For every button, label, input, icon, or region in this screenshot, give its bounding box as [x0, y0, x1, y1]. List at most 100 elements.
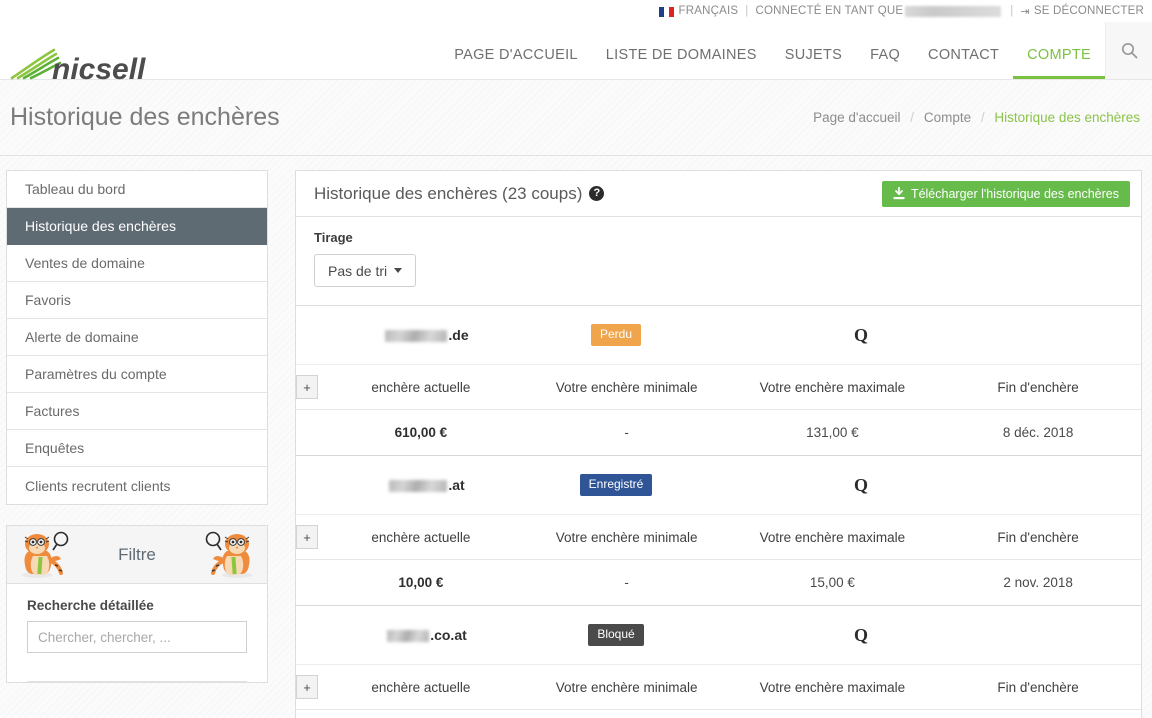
username-redacted [905, 5, 1002, 17]
breadcrumb-account[interactable]: Compte [923, 110, 972, 125]
auction-column-headers: + enchère actuelle Votre enchère minimal… [296, 665, 1141, 710]
status-badge-cell: Bloqué [536, 623, 696, 647]
domain-cell[interactable]: .co.at [318, 627, 536, 643]
separator: | [745, 5, 749, 17]
expand-row-button[interactable]: + [296, 375, 318, 399]
breadcrumb-separator: / [910, 110, 915, 125]
value-min-bid: - [624, 575, 629, 590]
sidebar-item-referrals[interactable]: Clients recrutent clients [7, 467, 267, 504]
download-button-label: Télécharger l'historique des enchères [910, 186, 1119, 201]
logout-link[interactable]: SE DÉCONNECTER [1033, 5, 1144, 17]
column-header-current-bid: enchère actuelle [371, 679, 471, 695]
sidebar-item-favorites[interactable]: Favoris [7, 282, 267, 319]
filter-body: Recherche détaillée [7, 584, 267, 682]
table-row: .at Enregistré Q + enchère actuelle Votr… [296, 456, 1141, 606]
language-label[interactable]: FRANÇAIS [678, 5, 739, 17]
sort-dropdown-value: Pas de tri [328, 262, 388, 279]
sidebar-item-invoices[interactable]: Factures [7, 393, 267, 430]
detailed-search-input[interactable] [27, 621, 247, 653]
tiger-mascot-icon-left [22, 531, 69, 578]
column-header-current-bid: enchère actuelle [371, 379, 471, 395]
panel-header: Historique des enchères (23 coups) ? Tél… [296, 171, 1141, 217]
filter-title: Filtre [118, 544, 156, 564]
auction-values-row: 10,00 € - 10,00 € 1 nov. 2018 [296, 710, 1141, 718]
auction-symbol: Q [853, 624, 868, 645]
value-end-date: 8 déc. 2018 [1002, 425, 1074, 440]
separator: | [1010, 5, 1014, 17]
domain-tld: .co.at [430, 627, 467, 643]
filter-header: Filtre [7, 526, 267, 584]
sidebar-item-bid-history[interactable]: Historique des enchères [7, 208, 267, 245]
auction-column-headers: + enchère actuelle Votre enchère minimal… [296, 515, 1141, 560]
value-end-date: 2 nov. 2018 [1003, 575, 1073, 590]
french-flag-icon [658, 7, 674, 17]
domain-name-redacted [385, 330, 448, 342]
auction-symbol: Q [853, 324, 868, 345]
auction-column-headers: + enchère actuelle Votre enchère minimal… [296, 365, 1141, 410]
breadcrumb-home[interactable]: Page d'accueil [813, 110, 901, 125]
value-min-bid: - [624, 425, 629, 440]
column-header-min-bid: Votre enchère minimale [555, 679, 698, 695]
nav-item-account[interactable]: COMPTE [1013, 47, 1105, 79]
column-header-max-bid: Votre enchère maximale [759, 529, 906, 545]
sidebar-item-domain-sales[interactable]: Ventes de domaine [7, 245, 267, 282]
filter-divider [27, 681, 247, 682]
sidebar-item-dashboard[interactable]: Tableau du bord [7, 171, 267, 208]
domain-cell[interactable]: .at [318, 477, 536, 493]
status-badge-cell: Perdu [536, 323, 696, 347]
expand-row-button[interactable]: + [296, 525, 318, 549]
value-max-bid: 131,00 € [806, 425, 859, 440]
nav-item-contact[interactable]: CONTACT [928, 46, 1000, 63]
bid-history-panel: Historique des enchères (23 coups) ? Tél… [295, 170, 1142, 718]
tiger-mascot-icon-right [205, 531, 252, 578]
detailed-search-label: Recherche détaillée [27, 598, 154, 613]
download-bid-history-button[interactable]: Télécharger l'historique des enchères [881, 180, 1130, 207]
page-title-bar: Historique des enchères Page d'accueil /… [0, 80, 1152, 156]
value-current-bid: 610,00 € [394, 425, 448, 440]
sidebar-item-domain-alert[interactable]: Alerte de domaine [7, 319, 267, 356]
account-menu: Tableau du bord Historique des enchères … [6, 170, 268, 505]
sidebar-item-account-settings[interactable]: Paramètres du compte [7, 356, 267, 393]
domain-tld: .at [448, 477, 465, 493]
body-layout: Tableau du bord Historique des enchères … [0, 156, 1152, 718]
expand-row-button[interactable]: + [296, 675, 318, 699]
question-mark-icon[interactable]: ? [589, 186, 605, 201]
site-header: nicsell PAGE D'ACCUEIL LISTE DE DOMAINES… [0, 22, 1152, 86]
panel-title-group: Historique des enchères (23 coups) ? [314, 183, 605, 204]
nav-item-home[interactable]: PAGE D'ACCUEIL [454, 46, 578, 63]
download-icon [893, 187, 905, 200]
sort-area: Tirage Pas de tri [296, 217, 1141, 306]
column-header-max-bid: Votre enchère maximale [759, 379, 906, 395]
sidebar-item-surveys[interactable]: Enquêtes [7, 430, 267, 467]
nav-item-domain-list[interactable]: LISTE DE DOMAINES [605, 46, 757, 63]
column-header-min-bid: Votre enchère minimale [555, 529, 698, 545]
search-icon[interactable] [1105, 22, 1152, 79]
nav-item-faq[interactable]: FAQ [870, 46, 901, 63]
svg-text:nicsell: nicsell [52, 53, 146, 86]
auction-summary-row: .at Enregistré Q [296, 456, 1141, 515]
main-content: Historique des enchères (23 coups) ? Tél… [295, 170, 1142, 718]
main-navigation: PAGE D'ACCUEIL LISTE DE DOMAINES SUJETS … [440, 22, 1105, 79]
sort-dropdown[interactable]: Pas de tri [314, 254, 417, 287]
domain-cell[interactable]: .de [318, 327, 536, 343]
column-header-current-bid: enchère actuelle [371, 529, 471, 545]
nicsell-logo[interactable]: nicsell [8, 44, 168, 90]
table-row: .co.at Bloqué Q + enchère actuelle Votre… [296, 606, 1141, 718]
value-current-bid: 10,00 € [398, 575, 444, 590]
logged-in-as-label: CONNECTÉ EN TANT QUE [755, 5, 904, 17]
page-title: Historique des enchères [10, 103, 280, 131]
auction-values-row: 10,00 € - 15,00 € 2 nov. 2018 [296, 560, 1141, 605]
breadcrumb-separator: / [980, 110, 985, 125]
domain-name-redacted [389, 480, 448, 492]
breadcrumb-current: Historique des enchères [994, 110, 1140, 125]
auction-values-row: 610,00 € - 131,00 € 8 déc. 2018 [296, 410, 1141, 455]
value-max-bid: 15,00 € [809, 575, 855, 590]
table-row: .de Perdu Q + enchère actuelle Votre enc… [296, 306, 1141, 456]
breadcrumb: Page d'accueil / Compte / Historique des… [813, 110, 1140, 125]
sort-label: Tirage [314, 230, 353, 245]
nav-item-topics[interactable]: SUJETS [784, 46, 843, 63]
filter-panel: Filtre [6, 525, 268, 683]
domain-name-redacted [387, 630, 430, 642]
column-header-min-bid: Votre enchère minimale [555, 379, 698, 395]
panel-title: Historique des enchères (23 coups) [314, 183, 583, 203]
